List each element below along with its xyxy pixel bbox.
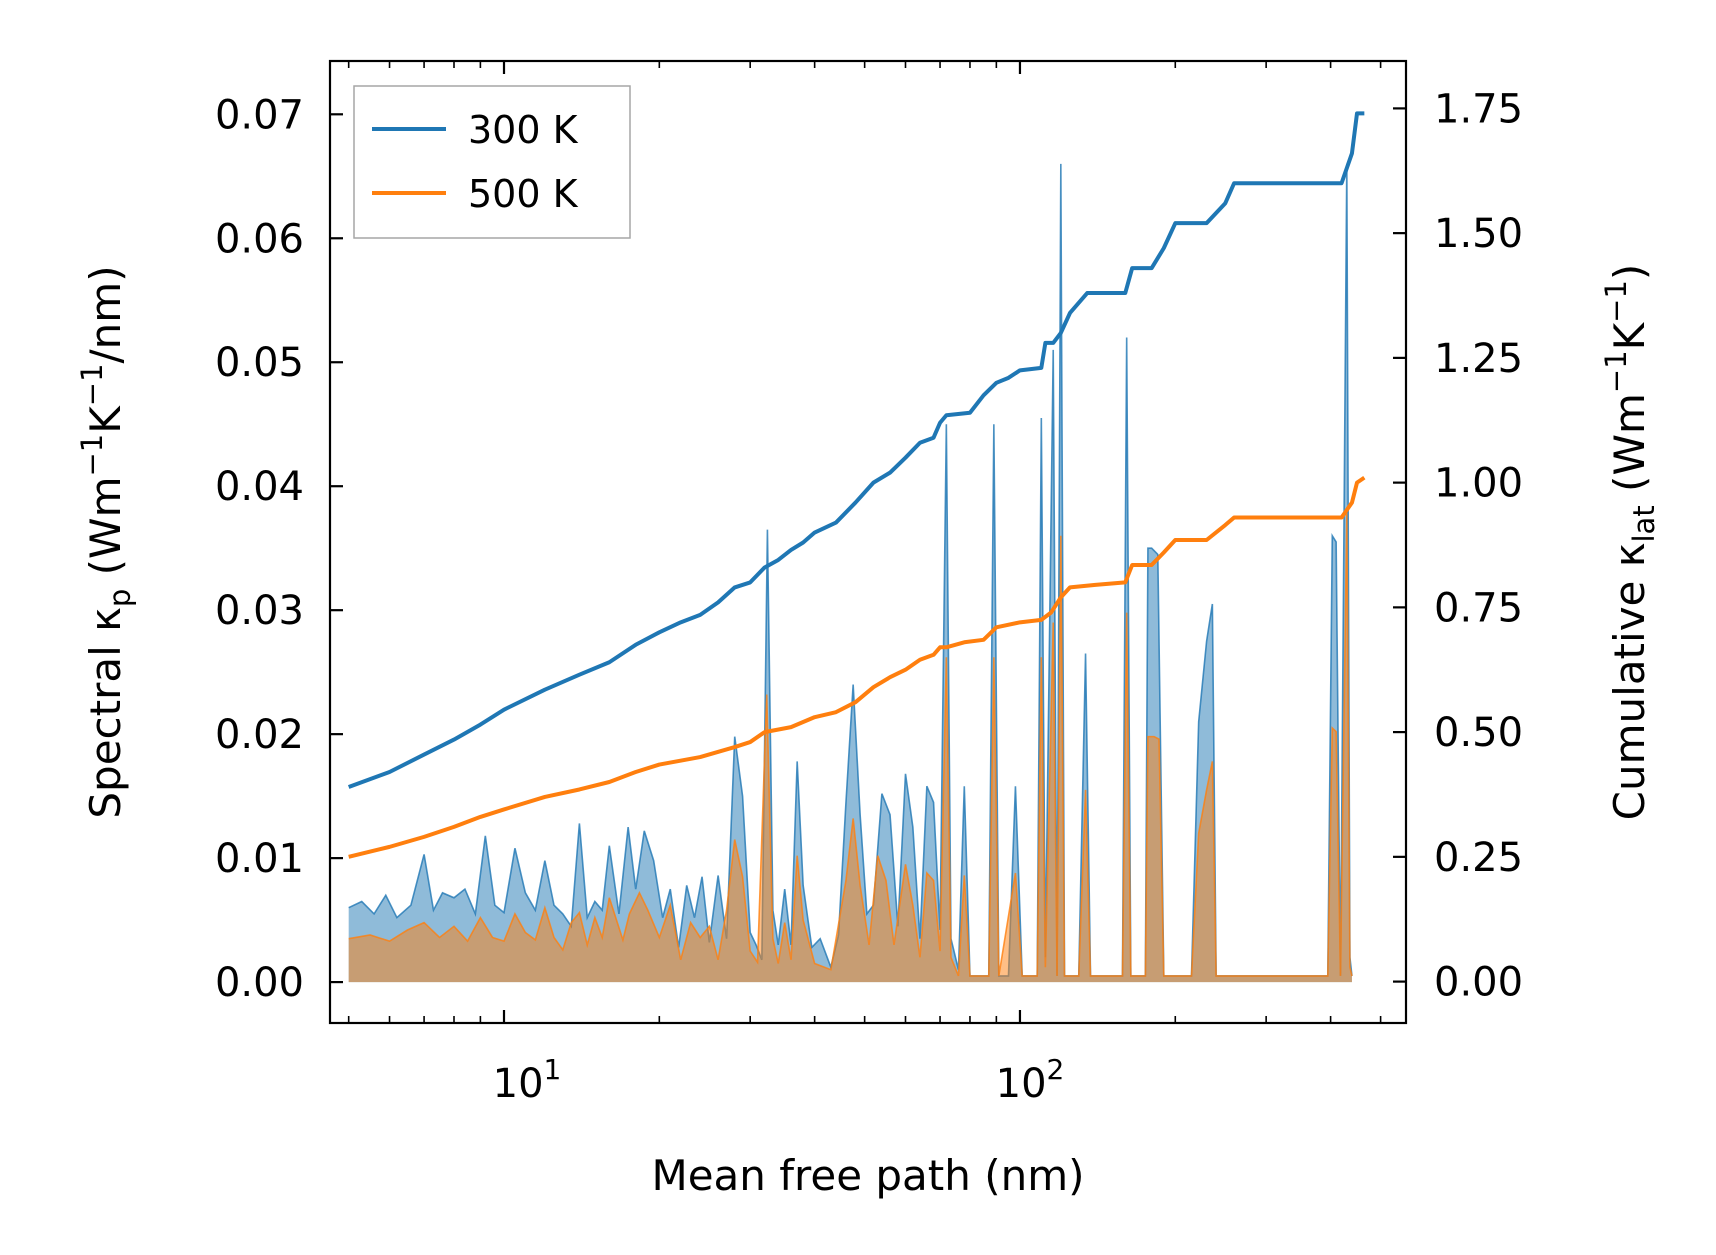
y-right-tick-label: 0.50 [1434,710,1523,756]
x-axis-label: Mean free path (nm) [651,1151,1084,1200]
y-left-tick-label: 0.05 [215,340,304,386]
y-left-tick-label: 0.03 [215,588,304,634]
y-left-tick-label: 0.00 [215,960,304,1006]
spectral-area-500k [348,513,1352,983]
y-right-axis-ticks: 0.00 0.25 0.50 0.75 1.00 1.25 1.50 1.75 [1393,86,1523,1006]
x-tick-label-10: 101 [493,1053,562,1107]
y-right-axis-label: Cumulative κlat (Wm−1K−1) [1599,264,1661,821]
y-right-tick-label: 0.00 [1434,960,1523,1006]
y-left-tick-label: 0.07 [215,92,304,138]
spectral-layer [348,163,1353,983]
y-left-tick-label: 0.04 [215,464,304,510]
y-right-tick-label: 1.00 [1434,461,1523,507]
y-right-tick-label: 0.75 [1434,585,1523,631]
y-right-tick-label: 1.50 [1434,211,1523,257]
spectral-area-300k [348,163,1352,983]
y-left-axis-ticks: 0.00 0.01 0.02 0.03 0.04 0.05 0.06 0.07 [215,92,343,1006]
cumulative-line-300k [347,111,1365,789]
legend: 300 K 500 K [353,85,631,239]
cumulative-layer [347,111,1366,859]
y-left-tick-label: 0.06 [215,216,304,262]
spectral-line-500k [348,513,1353,977]
y-left-axis-label: Spectral κp (Wm−1K−1/nm) [75,265,137,818]
y-right-tick-label: 0.25 [1434,835,1523,881]
cumulative-line-500k [348,475,1366,859]
legend-label-500k: 500 K [468,172,579,216]
y-right-tick-label: 1.75 [1434,86,1523,132]
y-left-tick-label: 0.01 [215,836,304,882]
plot-frame [328,59,1408,1025]
legend-label-300k: 300 K [468,108,579,152]
y-right-tick-label: 1.25 [1434,336,1523,382]
legend-box [353,85,631,239]
x-tick-label-100: 102 [996,1053,1065,1107]
x-axis-ticks [347,61,1382,1023]
y-left-tick-label: 0.02 [215,712,304,758]
